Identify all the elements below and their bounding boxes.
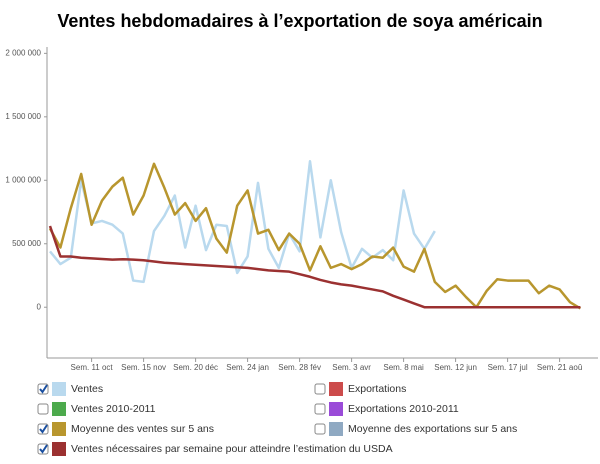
y-tick-label: 0: [37, 302, 42, 311]
legend-swatch: [329, 422, 343, 436]
legend-check[interactable]: [39, 424, 48, 434]
x-tick-label: Sem. 20 déc: [173, 363, 218, 372]
legend-label: Moyenne des exportations sur 5 ans: [348, 423, 517, 435]
y-tick-label: 500 000: [12, 239, 41, 248]
x-tick-label: Sem. 8 mai: [383, 363, 424, 372]
y-tick-label: 2 000 000: [5, 48, 41, 57]
legend-checkbox[interactable]: [314, 423, 326, 435]
legend-label: Ventes nécessaires par semaine pour atte…: [71, 443, 393, 455]
legend-swatch: [52, 382, 66, 396]
y-tick-label: 1 000 000: [5, 175, 41, 184]
legend-label: Exportations 2010-2011: [348, 403, 459, 415]
legend-swatch: [52, 442, 66, 456]
legend-label: Ventes 2010-2011: [71, 403, 156, 415]
x-tick-label: Sem. 3 avr: [332, 363, 371, 372]
series-line: [48, 225, 581, 309]
x-tick-label: Sem. 17 jul: [488, 363, 528, 372]
x-tick-label: Sem. 21 aoû: [537, 363, 582, 372]
legend-check[interactable]: [39, 444, 48, 454]
x-tick-label: Sem. 28 fév: [278, 363, 321, 372]
y-tick-label: 1 500 000: [5, 112, 41, 121]
legend-checkbox[interactable]: [314, 383, 326, 395]
chart-title: Ventes hebdomadaires à l’exportation de …: [57, 11, 542, 31]
legend-swatch: [52, 402, 66, 416]
series-line: [48, 162, 582, 310]
legend-swatch: [329, 402, 343, 416]
x-tick-label: Sem. 11 oct: [71, 363, 114, 372]
x-tick-label: Sem. 24 jan: [226, 363, 269, 372]
legend-label: Ventes: [71, 383, 103, 395]
legend-label: Exportations: [348, 383, 406, 395]
legend-swatch: [52, 422, 66, 436]
legend-checkbox[interactable]: [314, 403, 326, 415]
series-line: [49, 159, 436, 284]
x-tick-label: Sem. 12 jun: [434, 363, 477, 372]
legend-check[interactable]: [39, 384, 48, 394]
legend-checkbox[interactable]: [37, 403, 49, 415]
legend-label: Moyenne des ventes sur 5 ans: [71, 423, 214, 435]
x-tick-label: Sem. 15 nov: [121, 363, 166, 372]
legend-swatch: [329, 382, 343, 396]
